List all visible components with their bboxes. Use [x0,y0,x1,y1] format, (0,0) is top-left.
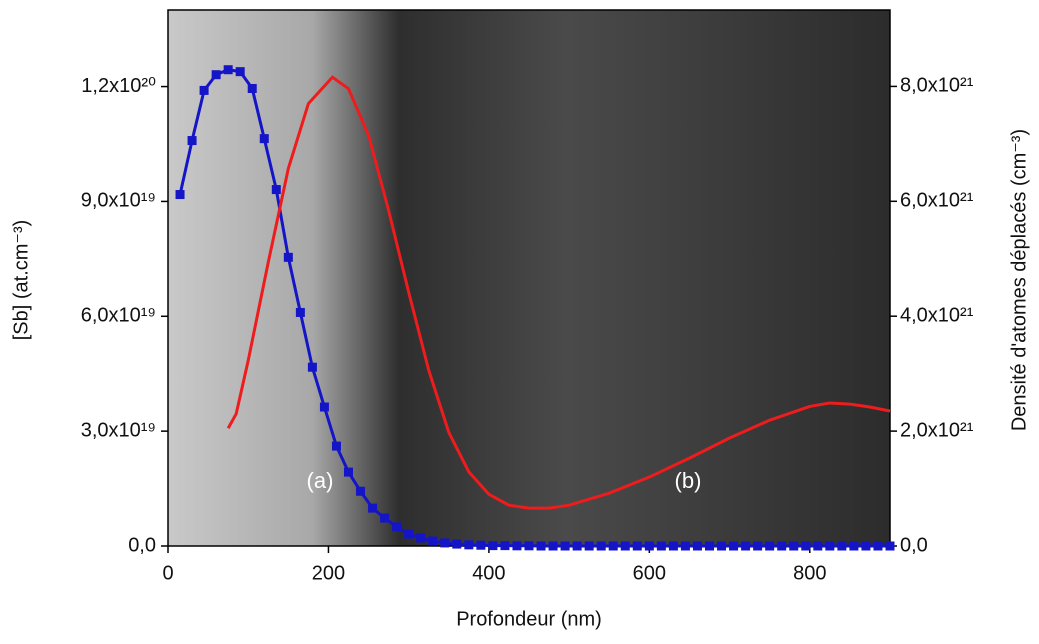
y-tick-label: 3,0x10¹⁹ [81,419,156,441]
series-line [226,75,891,510]
y2-tick-label: 0,0 [900,534,928,556]
data-point [404,529,414,539]
data-point [873,541,883,551]
data-point [440,538,450,548]
x-tick-label: 600 [633,562,666,584]
data-point [331,441,341,451]
data-point [741,541,751,551]
data-point [235,67,245,77]
data-point [680,541,690,551]
data-point [175,190,185,200]
y2-tick-label: 8,0x10²¹ [900,75,974,97]
data-point [656,541,666,551]
data-point [524,541,534,551]
data-point [632,541,642,551]
x-tick-label: 200 [312,562,345,584]
data-point [283,252,293,262]
data-point [187,136,197,146]
data-point [705,541,714,551]
data-point [608,541,618,551]
data-point [861,541,871,551]
data-point [199,85,209,95]
data-point [319,402,329,412]
y2-tick-label: 6,0x10²¹ [900,190,974,212]
data-point [223,65,233,75]
data-point [259,134,269,144]
data-point [692,541,702,551]
x-tick-label: 800 [793,562,826,584]
data-point [584,541,594,551]
data-point [488,541,498,551]
data-point [620,541,630,551]
annotation: (b) [675,468,702,493]
data-point [560,541,570,551]
data-point [247,83,257,93]
data-point [476,540,486,550]
y-axis-title: [Sb] (at.cm⁻³) [10,220,32,341]
data-point [572,541,582,551]
data-point [765,541,775,551]
data-point [416,533,426,543]
data-point [307,362,317,372]
data-point [717,541,727,551]
data-point [368,503,378,513]
micrograph-background [168,10,890,546]
data-point [428,536,438,546]
data-point [536,541,546,551]
data-point [392,522,402,532]
data-point [344,467,353,477]
data-point [825,541,835,551]
data-point [512,541,522,551]
y-tick-label: 6,0x10¹⁹ [81,305,156,327]
data-point [464,540,474,550]
data-point [211,70,221,80]
data-point [885,541,895,551]
data-point [271,185,281,195]
data-point [596,541,606,551]
y2-tick-label: 2,0x10²¹ [900,419,974,441]
data-point [849,541,859,551]
data-point [801,541,811,551]
data-point [813,541,823,551]
y-tick-label: 1,2x10²⁰ [81,75,156,97]
data-point [837,541,847,551]
x-tick-label: 0 [162,562,173,584]
y-tick-label: 0,0 [128,534,156,556]
data-point [753,541,763,551]
data-point [452,539,462,549]
y-tick-label: 9,0x10¹⁹ [81,190,156,212]
x-tick-label: 400 [472,562,505,584]
data-point [644,541,654,551]
annotation: (a) [307,468,334,493]
x-axis-title: Profondeur (nm) [456,608,602,630]
data-point [356,486,366,496]
data-point [380,513,390,523]
y2-tick-label: 4,0x10²¹ [900,304,974,326]
data-point [777,541,787,551]
data-point [668,541,678,551]
data-point [729,541,739,551]
y2-axis-title: Densité d'atomes déplacés (cm⁻³) [1008,129,1030,431]
data-point [295,307,305,317]
data-point [500,541,510,551]
data-point [789,541,799,551]
data-point [548,541,558,551]
